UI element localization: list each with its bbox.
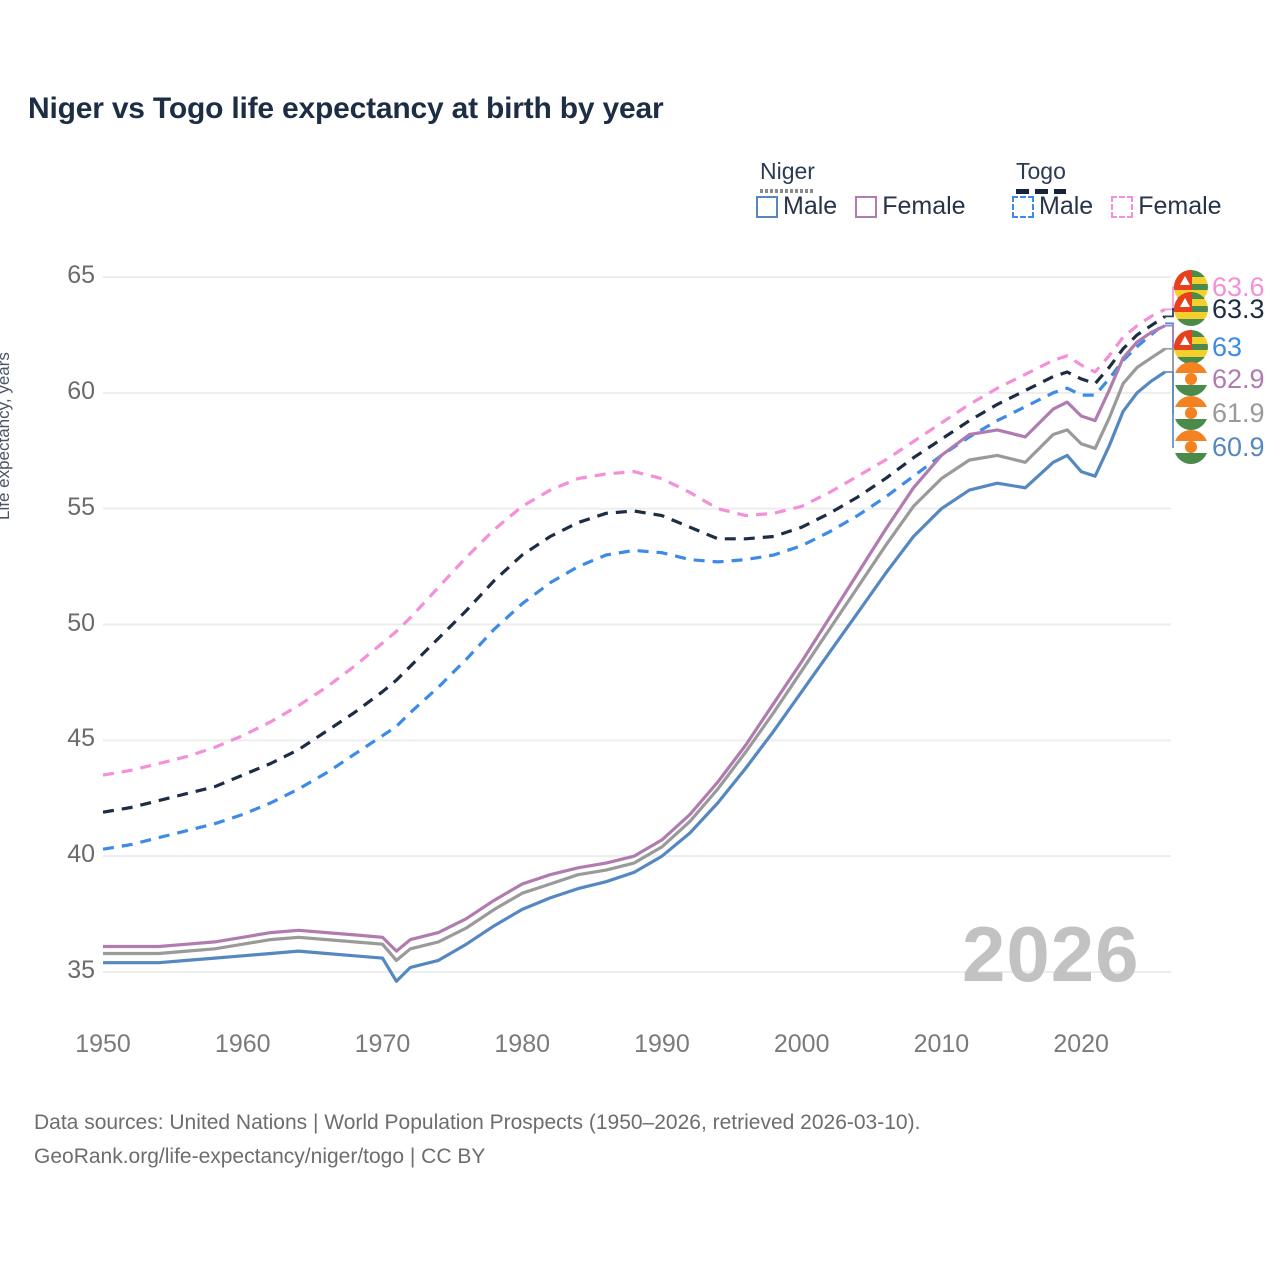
legend-label-niger-male: Male: [783, 192, 838, 220]
legend-label-niger-female: Female: [882, 192, 966, 220]
end-label-niger-total: 61.9: [1174, 396, 1265, 430]
legend-label-togo-male: Male: [1039, 192, 1094, 220]
y-tick-55: 55: [67, 492, 95, 521]
end-label-value: 61.9: [1212, 397, 1265, 428]
end-label-value: 63.3: [1212, 293, 1265, 324]
end-label-niger-female: 62.9: [1174, 362, 1265, 396]
end-label-niger-male: 60.9: [1174, 430, 1265, 464]
niger-flag-icon: [1174, 430, 1208, 464]
legend-item-niger-male[interactable]: Male: [756, 194, 837, 219]
series-line-niger-female: [103, 324, 1166, 953]
legend-swatch-togo-female: [1111, 195, 1134, 218]
page-title: Niger vs Togo life expectancy at birth b…: [28, 92, 664, 125]
chart-legend: Niger Male Female Togo Male Female: [746, 158, 1256, 240]
footer-source: Data sources: United Nations | World Pop…: [34, 1106, 920, 1174]
y-tick-65: 65: [67, 261, 95, 289]
series-line-togo-total: [102, 315, 1166, 814]
end-label-value: 60.9: [1212, 431, 1265, 462]
x-tick-1960: 1960: [214, 1030, 271, 1058]
legend-item-niger-female[interactable]: Female: [855, 192, 966, 220]
legend-swatch-niger-male: [756, 195, 778, 218]
y-tick-40: 40: [67, 840, 95, 869]
series-line-niger-total: [103, 347, 1166, 962]
legend-group-niger: Niger Male Female: [756, 158, 966, 219]
y-tick-50: 50: [67, 608, 95, 637]
legend-group-togo: Togo Male Female: [1012, 158, 1222, 219]
niger-flag-icon: [1174, 396, 1208, 430]
footer-line-2: GeoRank.org/life-expectancy/niger/togo |…: [34, 1145, 486, 1168]
y-tick-35: 35: [67, 956, 95, 984]
series-line-niger-male: [103, 370, 1166, 983]
y-tick-60: 60: [67, 376, 95, 405]
x-tick-1990: 1990: [634, 1030, 690, 1058]
x-tick-2000: 2000: [773, 1030, 830, 1058]
end-label-togo-male: 63: [1174, 330, 1242, 364]
legend-rule-togo: [1016, 189, 1066, 194]
togo-flag-icon: [1174, 330, 1208, 364]
legend-swatch-niger-female: [855, 195, 878, 218]
year-watermark: 2026: [962, 910, 1140, 998]
series-line-togo-male: [102, 322, 1167, 851]
x-tick-1950: 1950: [75, 1030, 131, 1058]
legend-swatch-togo-male: [1012, 195, 1034, 218]
togo-flag-icon: [1174, 292, 1208, 326]
niger-flag-icon: [1174, 362, 1208, 396]
end-label-value: 63: [1212, 331, 1243, 362]
legend-country-label-togo: Togo: [1016, 158, 1066, 184]
series-line-togo-female: [102, 307, 1166, 777]
legend-rule-niger: [760, 189, 815, 193]
end-label-togo-total: 63.3: [1174, 292, 1265, 326]
x-tick-1970: 1970: [354, 1030, 411, 1058]
legend-country-label-niger: Niger: [760, 158, 815, 184]
y-tick-45: 45: [67, 724, 95, 753]
end-label-value: 63.6: [1212, 271, 1265, 302]
legend-item-togo-female[interactable]: Female: [1111, 192, 1222, 220]
x-tick-1980: 1980: [494, 1030, 551, 1058]
footer-line-1: Data sources: United Nations | World Pop…: [34, 1111, 921, 1134]
legend-label-togo-female: Female: [1138, 192, 1222, 220]
end-label-value: 62.9: [1212, 363, 1265, 394]
x-tick-2020: 2020: [1053, 1030, 1109, 1058]
x-tick-2010: 2010: [913, 1030, 970, 1058]
legend-item-togo-male[interactable]: Male: [1012, 194, 1093, 219]
